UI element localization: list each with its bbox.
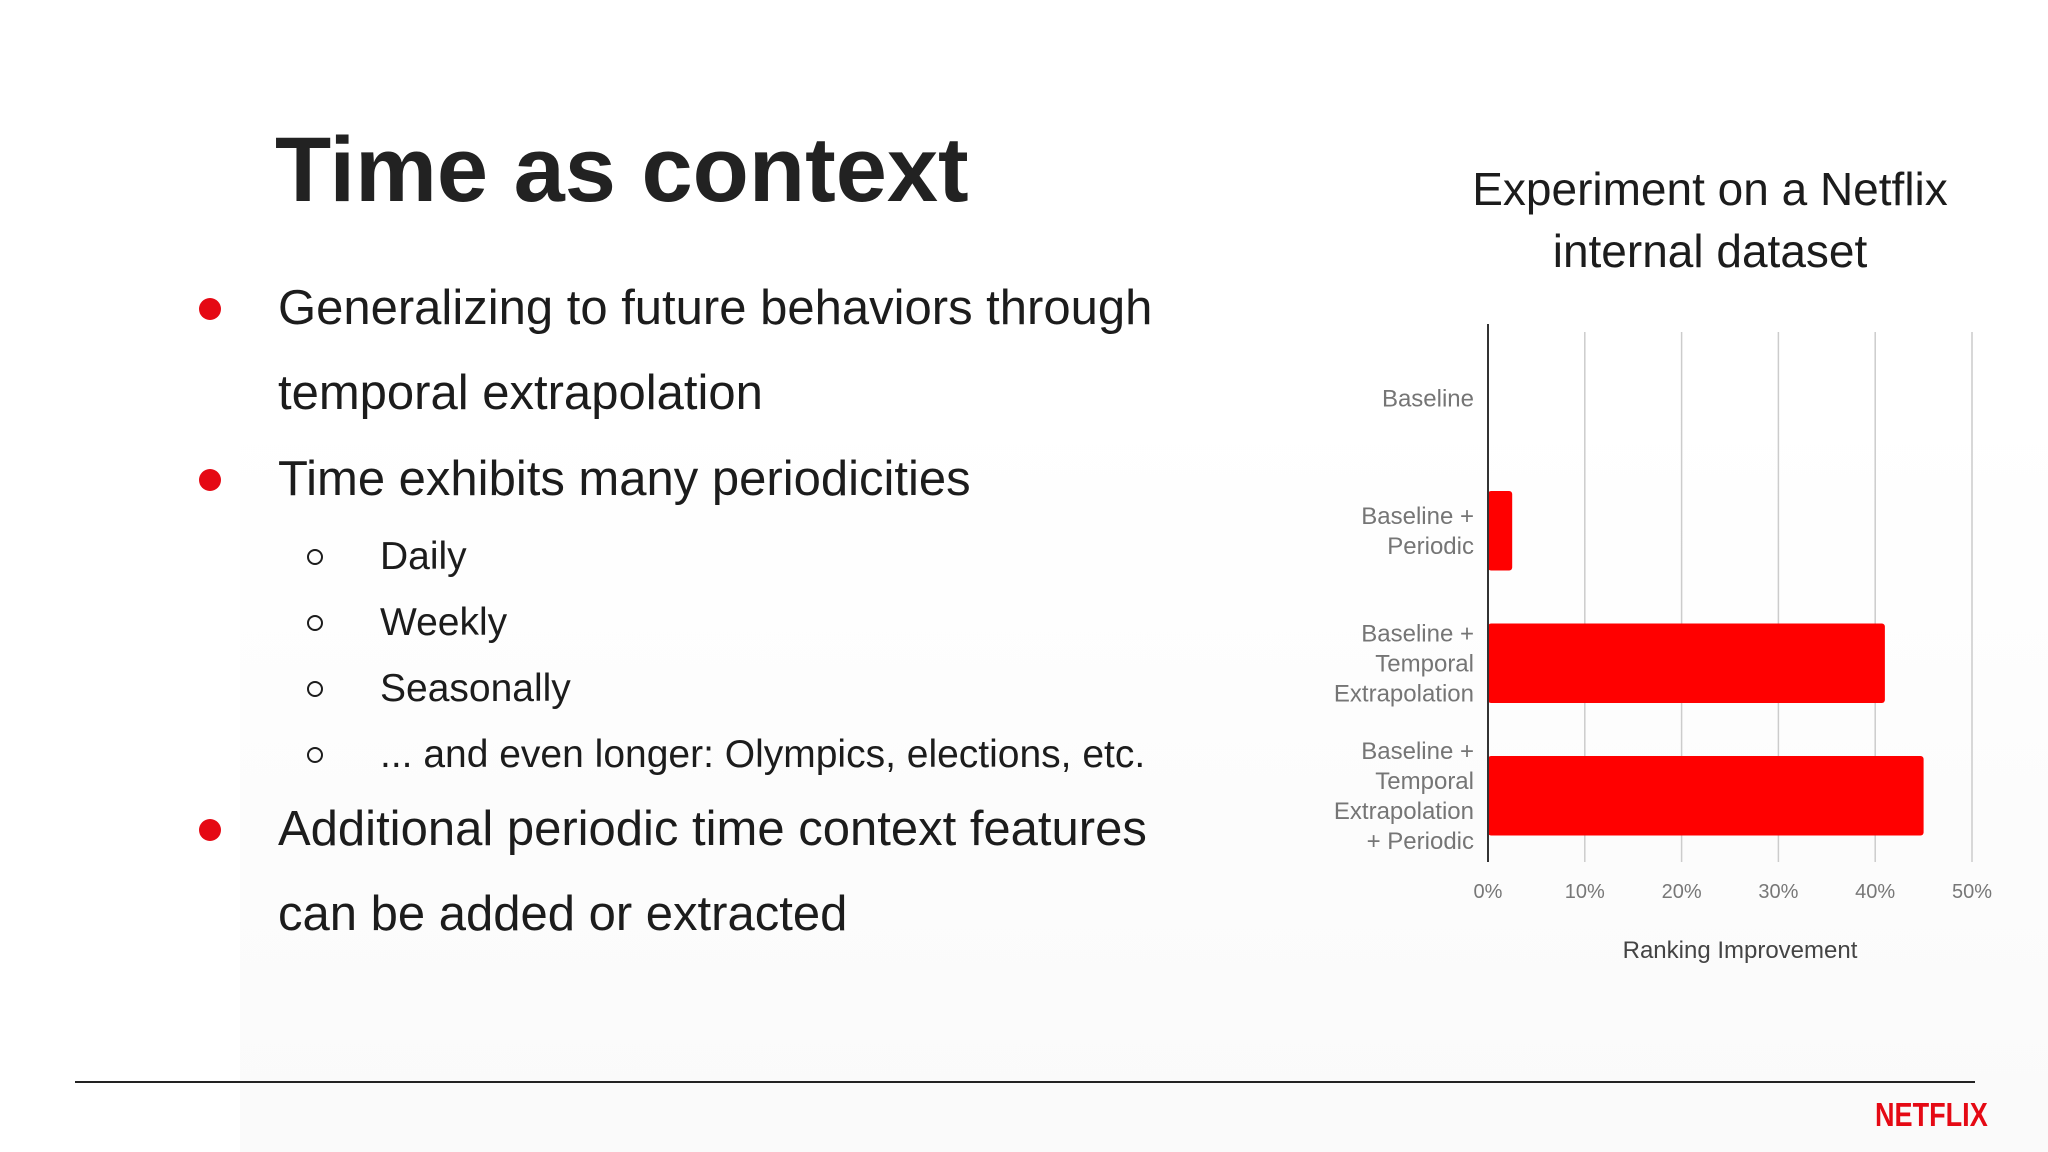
bullet-dot xyxy=(199,469,221,491)
sub-bullet-text: Seasonally xyxy=(380,667,571,710)
y-category-label: Periodic xyxy=(1387,533,1474,560)
bullet-text: temporal extrapolation xyxy=(278,366,763,420)
sub-bullet-ring xyxy=(307,681,323,697)
sub-bullet-text: Weekly xyxy=(380,601,508,644)
x-tick-label: 10% xyxy=(1565,881,1605,903)
y-category-label: Baseline xyxy=(1382,385,1474,412)
chart-title: Experiment on a Netflix internal dataset xyxy=(1390,158,2030,282)
bar-chart: 0% 10% 20% 30% 40% 50% Baseline Baseline + Perio… xyxy=(1334,324,1992,964)
bar xyxy=(1488,623,1885,703)
bullet-text: Generalizing to future behaviors through xyxy=(278,281,1153,335)
y-category-label: Temporal xyxy=(1375,650,1474,677)
slide-background xyxy=(240,0,2048,1152)
netflix-logo: NETFLIX xyxy=(1875,1096,1988,1133)
sub-bullet-ring xyxy=(307,615,323,631)
slide-title: Time as context xyxy=(275,119,969,221)
bullet-dot xyxy=(199,819,221,841)
bar xyxy=(1488,756,1924,836)
x-tick-label: 0% xyxy=(1474,881,1503,903)
bullet-dot xyxy=(199,298,221,320)
y-category-label: Baseline + xyxy=(1361,738,1474,765)
footer-divider xyxy=(75,1081,1975,1083)
bullet-text: Additional periodic time context feature… xyxy=(278,802,1147,856)
sub-bullet-ring xyxy=(307,549,323,565)
y-category-label: Extrapolation xyxy=(1334,798,1474,825)
sub-bullet-ring xyxy=(307,747,323,763)
sub-bullet-text: Daily xyxy=(380,535,467,578)
bar xyxy=(1488,491,1513,571)
bullet-text: can be added or extracted xyxy=(278,887,848,941)
x-tick-label: 20% xyxy=(1662,881,1702,903)
x-tick-label: 50% xyxy=(1952,881,1992,903)
x-tick-label: 40% xyxy=(1855,881,1895,903)
y-category-label: + Periodic xyxy=(1367,828,1474,855)
chart-title-line: internal dataset xyxy=(1552,225,1868,277)
chart-title-line: Experiment on a Netflix xyxy=(1472,163,1948,215)
y-category-label: Temporal xyxy=(1375,768,1474,795)
x-tick-label: 30% xyxy=(1758,881,1798,903)
y-category-label: Baseline + xyxy=(1361,503,1474,530)
x-axis-label: Ranking Improvement xyxy=(1623,937,1858,964)
sub-bullet-text: ... and even longer: Olympics, elections… xyxy=(380,733,1146,776)
bullet-text: Time exhibits many periodicities xyxy=(278,452,971,506)
y-category-label: Extrapolation xyxy=(1334,680,1474,707)
y-category-label: Baseline + xyxy=(1361,620,1474,647)
